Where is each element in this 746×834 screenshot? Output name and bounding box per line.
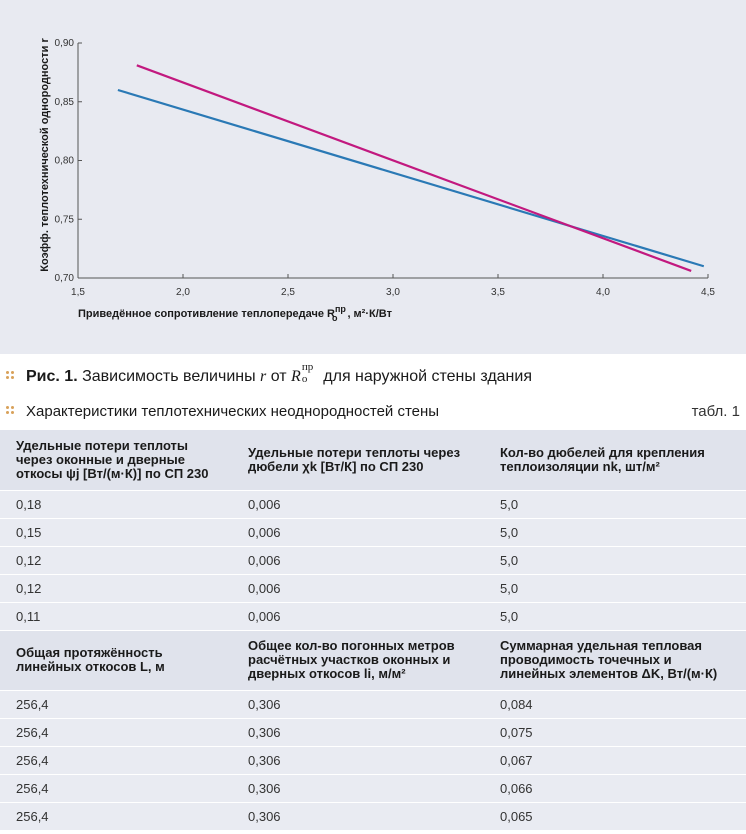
figure-caption-var-R: R [291, 367, 301, 385]
table-row: 0,15 0,006 5,0 [0, 518, 746, 547]
table-header-cell: Удельные потери теплоты через оконные и … [0, 430, 232, 491]
bullet-dots-icon [6, 406, 16, 416]
table-header-cell: Кол-во дюбелей для крепления теплоизоляц… [484, 430, 746, 491]
table-cell: 0,306 [232, 802, 484, 831]
table-header-row: Удельные потери теплоты через оконные и … [0, 430, 746, 491]
y-tick-label: 0,85 [55, 97, 75, 108]
table-row: 256,4 0,306 0,066 [0, 774, 746, 803]
table-row: 0,18 0,006 5,0 [0, 490, 746, 519]
table-cell: 5,0 [484, 574, 746, 603]
table-row: 0,12 0,006 5,0 [0, 574, 746, 603]
figure-caption-text: от [266, 367, 292, 385]
y-tick-label: 0,75 [55, 214, 75, 225]
table-row: 256,4 0,306 0,067 [0, 746, 746, 775]
table-cell: 0,006 [232, 490, 484, 519]
x-tick-label: 3,0 [386, 287, 400, 298]
table-header-cell: Общая протяжённость линейных откосов L, … [0, 630, 232, 691]
table-cell: 0,306 [232, 774, 484, 803]
table-row: 256,4 0,306 0,084 [0, 690, 746, 719]
table-cell: 0,067 [484, 746, 746, 775]
table-cell: 0,15 [0, 518, 232, 547]
table-cell: 0,006 [232, 546, 484, 575]
table-header-cell: Суммарная удельная тепловая проводимость… [484, 630, 746, 691]
y-tick-label: 0,90 [55, 38, 75, 49]
figure-caption-text: для наружной стены здания [318, 367, 532, 385]
table-cell: 0,006 [232, 574, 484, 603]
table-cell: 0,006 [232, 602, 484, 631]
figure-caption-text: Зависимость величины [77, 367, 261, 385]
y-axis-title: Коэфф. теплотехнической однородности r [39, 38, 51, 272]
table-header-cell: Удельные потери теплоты через дюбели χk … [232, 430, 484, 491]
y-tick-label: 0,80 [55, 156, 75, 167]
chart-series [117, 64, 705, 272]
table-cell: 5,0 [484, 490, 746, 519]
chart-panel: 0,90 0,85 0,80 0,75 0,70 1,5 2,0 2,5 3,0 3,5 4,0 4,… [0, 0, 746, 354]
table-cell: 0,006 [232, 518, 484, 547]
table-cell: 0,306 [232, 718, 484, 747]
figure-label: Рис. 1. [26, 367, 78, 385]
table-title: Характеристики теплотехнических неодноро… [26, 402, 440, 420]
table-cell: 5,0 [484, 546, 746, 575]
data-table: Удельные потери теплоты через оконные и … [0, 430, 746, 831]
bullet-dots-icon [6, 371, 16, 381]
table-header-cell: Общее кол-во погонных метров расчётных у… [232, 630, 484, 691]
figure-caption-sup: пр [301, 360, 314, 373]
table-number: табл. 1 [691, 402, 740, 420]
table-cell: 0,065 [484, 802, 746, 831]
table-cell: 256,4 [0, 718, 232, 747]
x-tick-label: 2,5 [281, 287, 295, 298]
x-tick-label: 4,0 [596, 287, 610, 298]
table-cell: 0,12 [0, 546, 232, 575]
chart-axes: 0,90 0,85 0,80 0,75 0,70 1,5 2,0 2,5 3,0 3,5 4,0 4,… [55, 38, 716, 298]
x-tick-label: 2,0 [176, 287, 190, 298]
table-cell: 0,306 [232, 690, 484, 719]
x-tick-label: 3,5 [491, 287, 505, 298]
x-tick-label: 4,5 [701, 287, 715, 298]
table-cell: 0,084 [484, 690, 746, 719]
line-chart: 0,90 0,85 0,80 0,75 0,70 1,5 2,0 2,5 3,0 3,5 4,0 4,… [39, 38, 716, 323]
table-cell: 256,4 [0, 802, 232, 831]
series-line-2 [136, 64, 692, 272]
table-row: 0,12 0,006 5,0 [0, 546, 746, 575]
table-cell: 5,0 [484, 518, 746, 547]
table-caption: Характеристики теплотехнических неодноро… [0, 400, 746, 422]
table-cell: 256,4 [0, 774, 232, 803]
figure-caption-var-r: r [260, 367, 267, 385]
table-cell: 0,18 [0, 490, 232, 519]
table-row: 0,11 0,006 5,0 [0, 602, 746, 631]
series-line-1 [117, 88, 705, 268]
table-cell: 256,4 [0, 690, 232, 719]
table-cell: 0,12 [0, 574, 232, 603]
table-cell: 5,0 [484, 602, 746, 631]
table-cell: 256,4 [0, 746, 232, 775]
table-cell: 0,306 [232, 746, 484, 775]
table-cell: 0,066 [484, 774, 746, 803]
x-axis-title: Приведённое сопротивление теплопередаче … [78, 304, 393, 323]
y-tick-label: 0,70 [55, 273, 75, 284]
table-cell: 0,075 [484, 718, 746, 747]
table-row: 256,4 0,306 0,065 [0, 802, 746, 831]
x-tick-label: 1,5 [71, 287, 85, 298]
table-header-row: Общая протяжённость линейных откосов L, … [0, 630, 746, 691]
table-cell: 0,11 [0, 602, 232, 631]
table-row: 256,4 0,306 0,075 [0, 718, 746, 747]
figure-caption-sub: о [301, 372, 308, 385]
